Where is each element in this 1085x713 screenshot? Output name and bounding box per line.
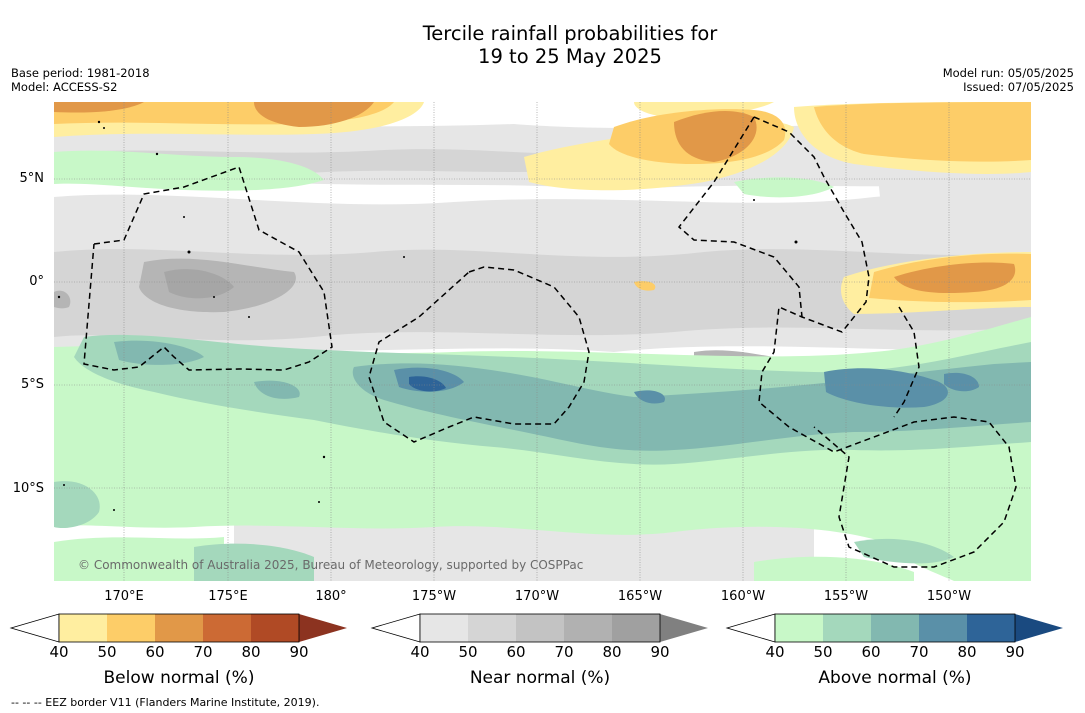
near-normal-70 — [164, 269, 234, 299]
swatch-near-50 — [420, 614, 468, 642]
islands — [57, 120, 798, 511]
swatch-below-max — [299, 614, 347, 642]
above-normal-label: Above normal (%) — [818, 668, 972, 688]
near-tick-60: 60 — [506, 643, 526, 661]
swatch-below-60 — [107, 614, 155, 642]
above-normal-80 — [409, 376, 446, 392]
swatch-near-70 — [516, 614, 564, 642]
swatch-near-60 — [468, 614, 516, 642]
lon-label-155w: 155°W — [823, 589, 869, 604]
swatch-above-50 — [775, 614, 823, 642]
copyright-notice: © Commonwealth of Australia 2025, Bureau… — [78, 558, 584, 572]
lon-label-180: 180° — [315, 589, 347, 604]
colorbar-above-normal — [725, 613, 1063, 643]
swatch-below-70 — [155, 614, 203, 642]
swatch-near-max — [660, 614, 708, 642]
near-normal-label: Near normal (%) — [469, 668, 611, 688]
colorbar-near-normal — [370, 613, 708, 643]
issued-date: Issued: 07/05/2025 — [963, 80, 1074, 94]
lon-label-165w: 165°W — [617, 589, 663, 604]
model-name: Model: ACCESS-S2 — [11, 80, 118, 94]
lat-label-5n: 5°N — [19, 171, 45, 186]
above-normal-70 — [394, 367, 979, 408]
lon-label-175e: 175°E — [208, 589, 248, 604]
below-tick-50: 50 — [97, 643, 117, 661]
swatch-above-90 — [967, 614, 1015, 642]
swatch-above-60 — [823, 614, 871, 642]
colorbars — [9, 613, 1063, 643]
above-tick-70: 70 — [909, 643, 929, 661]
swatch-above-max — [1015, 614, 1063, 642]
lat-label-0: 0° — [29, 274, 44, 289]
near-tick-70: 70 — [554, 643, 574, 661]
lon-label-170e: 170°E — [104, 589, 144, 604]
lon-label-150w: 150°W — [926, 589, 972, 604]
map-title: Tercile rainfall probabilities for 19 to… — [0, 22, 1085, 68]
meta-left: Base period: 1981-2018 Model: ACCESS-S2 — [11, 66, 150, 94]
lon-label-170w: 170°W — [514, 589, 560, 604]
swatch-above-80 — [919, 614, 967, 642]
below-tick-70: 70 — [193, 643, 213, 661]
near-tick-40: 40 — [410, 643, 430, 661]
above-tick-90: 90 — [1005, 643, 1025, 661]
near-tick-50: 50 — [458, 643, 478, 661]
lon-label-175w: 175°W — [411, 589, 457, 604]
swatch-below-50 — [59, 614, 107, 642]
above-tick-80: 80 — [957, 643, 977, 661]
lat-label-10s: 10°S — [12, 481, 44, 496]
above-tick-50: 50 — [813, 643, 833, 661]
near-tick-90: 90 — [650, 643, 670, 661]
lon-label-160w: 160°W — [720, 589, 766, 604]
model-run: Model run: 05/05/2025 — [942, 66, 1074, 80]
eez-legend-note: -- -- -- EEZ border V11 (Flanders Marine… — [11, 696, 320, 709]
swatch-below-90 — [251, 614, 299, 642]
base-period: Base period: 1981-2018 — [11, 66, 150, 80]
below-tick-90: 90 — [289, 643, 309, 661]
graticule — [54, 102, 1031, 581]
title-line-1: Tercile rainfall probabilities for — [422, 22, 718, 45]
swatch-near-80 — [564, 614, 612, 642]
near-tick-80: 80 — [602, 643, 622, 661]
meta-right: Model run: 05/05/2025 Issued: 07/05/2025 — [943, 66, 1074, 94]
below-tick-40: 40 — [49, 643, 69, 661]
probability-map — [54, 102, 1031, 581]
title-line-2: 19 to 25 May 2025 — [478, 45, 662, 68]
above-tick-60: 60 — [861, 643, 881, 661]
below-normal-60 — [54, 102, 1016, 294]
above-tick-40: 40 — [765, 643, 785, 661]
below-tick-80: 80 — [241, 643, 261, 661]
colorbar-below-normal — [9, 613, 347, 643]
swatch-near-90 — [612, 614, 660, 642]
map-panel — [54, 102, 1031, 581]
lat-label-5s: 5°S — [20, 377, 44, 392]
eez-borders — [83, 116, 1017, 568]
swatch-above-70 — [871, 614, 919, 642]
swatch-below-80 — [203, 614, 251, 642]
below-normal-label: Below normal (%) — [103, 668, 255, 688]
below-tick-60: 60 — [145, 643, 165, 661]
